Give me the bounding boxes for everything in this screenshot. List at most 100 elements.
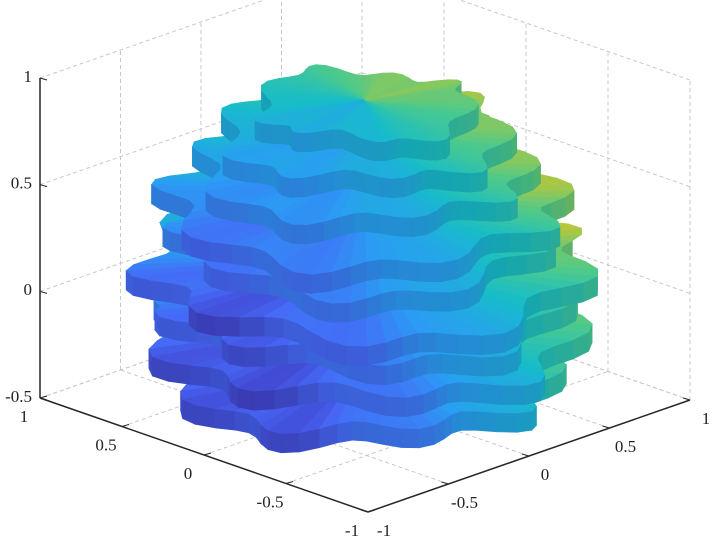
surface-side (332, 169, 345, 191)
surface-side (300, 131, 312, 153)
surface-side (248, 273, 270, 295)
surface-side (297, 382, 318, 406)
tick-mark (121, 424, 130, 427)
surface-side (398, 137, 406, 158)
surface-side (400, 428, 420, 449)
surface-side (231, 244, 253, 267)
surface-side (265, 344, 288, 367)
surface-side (353, 211, 367, 233)
surface-side (237, 387, 254, 411)
surface-side (366, 211, 381, 234)
surface-side (255, 120, 263, 143)
surface-side (414, 354, 428, 378)
tick-mark (682, 397, 691, 401)
tick-mark (360, 509, 369, 513)
surface-side (310, 130, 324, 152)
surface-side (451, 410, 462, 434)
surface-side (530, 230, 551, 253)
surface-side (394, 290, 412, 310)
surface-face (364, 79, 449, 101)
z-tick-label: 1 (24, 67, 33, 86)
surface-side (457, 334, 483, 356)
surface-side (427, 169, 440, 190)
surface-side (459, 381, 480, 403)
surface-side (245, 162, 261, 184)
surface-side (230, 159, 246, 183)
surface-side (449, 288, 469, 312)
surface-side (239, 316, 265, 337)
surface-side (227, 271, 250, 294)
surface-side (418, 261, 440, 283)
z-tick-label: -0.5 (5, 387, 32, 406)
surface-side (341, 129, 350, 152)
surface-side (379, 213, 397, 237)
surface-side (508, 232, 531, 253)
surface-side (385, 362, 403, 386)
surface-side (366, 421, 384, 445)
tick-mark (39, 77, 48, 81)
surface-side (345, 345, 368, 366)
surface-side (234, 410, 250, 434)
tick-mark (521, 453, 530, 457)
grid-line (458, 0, 691, 81)
tick-mark (602, 425, 610, 429)
surface-side (438, 169, 455, 192)
surface-side (280, 432, 300, 454)
z-tick-label: 0 (24, 280, 33, 299)
surface-side (209, 241, 233, 264)
surface-side (287, 343, 307, 365)
surface-side (365, 173, 380, 197)
surface-side (167, 361, 191, 385)
surface-side (469, 171, 483, 193)
surface-side (293, 131, 301, 153)
surface-side (354, 170, 367, 194)
surface-side (318, 170, 334, 195)
surface-side (525, 251, 546, 275)
surface-side (404, 173, 414, 198)
surface-side (344, 169, 356, 190)
surface-side (429, 291, 451, 312)
surface-side (381, 290, 396, 313)
tick-mark (203, 452, 212, 456)
surface-side (190, 364, 212, 387)
surface-side (291, 223, 307, 245)
surface-side (398, 259, 420, 282)
surface-side (476, 201, 496, 222)
surface-side (263, 316, 284, 338)
surface-side (365, 139, 377, 162)
surface-side (460, 410, 477, 431)
tick-mark (441, 481, 449, 485)
surface-side (411, 214, 427, 238)
surface-side (495, 412, 518, 433)
x-tick-label: -1 (377, 521, 391, 539)
surface-side (272, 123, 284, 145)
surface-side (384, 139, 393, 162)
grid-line (39, 72, 363, 186)
grid-line (120, 369, 449, 485)
x-tick-label: 0 (541, 465, 550, 484)
surface-side (420, 169, 429, 191)
surface-side (501, 385, 526, 405)
surface-side (475, 410, 497, 433)
surface-side (262, 122, 274, 144)
surface-side (446, 381, 461, 404)
surface-side (510, 197, 518, 222)
surface-side (366, 258, 383, 281)
surface-side (414, 138, 427, 161)
surface-side (293, 271, 312, 294)
surface-side (490, 232, 509, 254)
grid-line (39, 0, 266, 79)
surface-side (282, 124, 290, 145)
tick-mark (285, 481, 294, 484)
surface-side (252, 389, 275, 411)
surface-side (460, 200, 477, 221)
surface-side (437, 138, 447, 161)
surface-side (259, 163, 271, 186)
surface-side (391, 137, 399, 160)
surface-side (322, 128, 334, 151)
x-tick-label: 1 (702, 409, 710, 428)
surface-side (336, 420, 353, 444)
tick-mark (39, 290, 48, 294)
surface-side (382, 424, 402, 448)
